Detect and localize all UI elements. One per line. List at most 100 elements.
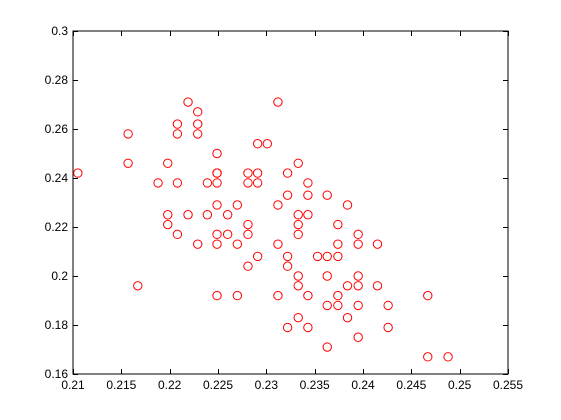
data-point bbox=[353, 332, 363, 342]
data-point bbox=[73, 168, 83, 178]
data-point bbox=[342, 312, 353, 323]
data-point bbox=[303, 210, 313, 220]
data-point bbox=[322, 251, 332, 262]
data-point bbox=[202, 210, 213, 220]
data-points bbox=[73, 97, 453, 362]
data-point bbox=[172, 119, 183, 129]
data-point bbox=[342, 281, 353, 291]
data-point bbox=[282, 168, 293, 178]
data-point bbox=[333, 300, 343, 311]
data-point bbox=[333, 239, 343, 249]
data-point bbox=[153, 178, 163, 188]
data-point bbox=[232, 239, 243, 249]
x-tick-label: 0.245 bbox=[396, 378, 426, 392]
data-point bbox=[303, 322, 313, 333]
data-point bbox=[123, 158, 133, 169]
data-point bbox=[293, 281, 303, 291]
data-point bbox=[252, 139, 263, 149]
data-point bbox=[273, 290, 283, 301]
y-tick-label: 0.22 bbox=[45, 220, 69, 234]
data-point bbox=[312, 251, 323, 262]
data-point bbox=[353, 281, 363, 291]
data-point bbox=[372, 239, 383, 249]
data-point bbox=[123, 129, 133, 139]
x-tick-label: 0.255 bbox=[493, 378, 523, 392]
data-point bbox=[353, 239, 363, 249]
data-point bbox=[133, 281, 143, 291]
x-tick-label: 0.25 bbox=[448, 378, 472, 392]
data-point bbox=[232, 200, 243, 210]
data-point bbox=[333, 219, 343, 230]
data-point bbox=[222, 229, 233, 240]
axis-ticks: 0.21 0.215 0.22 0.225 0.23 0.235 0.24 0.245 0.25… bbox=[45, 24, 524, 392]
data-point bbox=[202, 178, 213, 188]
x-tick-label: 0.24 bbox=[351, 378, 375, 392]
data-point bbox=[172, 229, 183, 240]
data-point bbox=[193, 239, 203, 249]
data-point bbox=[212, 168, 222, 178]
data-point bbox=[222, 210, 233, 220]
x-tick-label: 0.21 bbox=[61, 378, 85, 392]
plot-axes bbox=[72, 30, 509, 375]
data-point bbox=[273, 200, 283, 210]
data-point bbox=[212, 229, 222, 240]
data-point bbox=[353, 229, 363, 240]
y-tick-label: 0.2 bbox=[51, 269, 68, 283]
data-point bbox=[193, 119, 203, 129]
y-tick-label: 0.18 bbox=[45, 318, 69, 332]
y-tick-label: 0.3 bbox=[51, 24, 68, 38]
data-point bbox=[243, 229, 253, 240]
data-point bbox=[232, 290, 243, 301]
data-point bbox=[163, 219, 173, 230]
data-point bbox=[282, 322, 293, 333]
data-point bbox=[243, 168, 253, 178]
data-point bbox=[183, 97, 193, 107]
data-point bbox=[212, 178, 222, 188]
data-point bbox=[243, 261, 253, 271]
y-tick-label: 0.26 bbox=[45, 122, 69, 136]
data-point bbox=[212, 200, 222, 210]
data-point bbox=[423, 352, 433, 362]
data-point bbox=[322, 342, 332, 352]
data-point bbox=[333, 290, 343, 301]
data-point bbox=[163, 210, 173, 220]
data-point bbox=[282, 251, 293, 262]
data-point bbox=[172, 129, 183, 139]
data-point bbox=[372, 281, 383, 291]
data-point bbox=[383, 300, 393, 311]
x-tick-label: 0.225 bbox=[203, 378, 233, 392]
data-point bbox=[303, 290, 313, 301]
data-point bbox=[293, 271, 303, 281]
x-tick-label: 0.22 bbox=[158, 378, 182, 392]
data-point bbox=[282, 261, 293, 271]
y-tick-label: 0.24 bbox=[45, 171, 69, 185]
data-point bbox=[353, 300, 363, 311]
data-point bbox=[423, 290, 433, 301]
x-tick-label: 0.23 bbox=[255, 378, 279, 392]
data-point bbox=[262, 139, 272, 149]
data-point bbox=[293, 229, 303, 240]
data-point bbox=[322, 190, 332, 200]
data-point bbox=[212, 290, 222, 301]
data-point bbox=[333, 251, 343, 262]
data-point bbox=[172, 178, 183, 188]
data-point bbox=[293, 158, 303, 169]
data-point bbox=[273, 239, 283, 249]
data-point bbox=[243, 178, 253, 188]
x-tick-label: 0.215 bbox=[106, 378, 136, 392]
data-point bbox=[443, 352, 453, 362]
y-tick-label: 0.16 bbox=[45, 367, 69, 381]
plot-frame bbox=[72, 30, 509, 375]
data-point bbox=[252, 251, 263, 262]
data-point bbox=[322, 271, 332, 281]
data-point bbox=[163, 158, 173, 169]
data-point bbox=[383, 322, 393, 333]
data-point bbox=[212, 148, 222, 159]
data-point bbox=[322, 300, 332, 311]
data-point bbox=[252, 178, 263, 188]
data-point bbox=[193, 107, 203, 117]
data-point bbox=[293, 219, 303, 230]
data-point bbox=[243, 219, 253, 230]
